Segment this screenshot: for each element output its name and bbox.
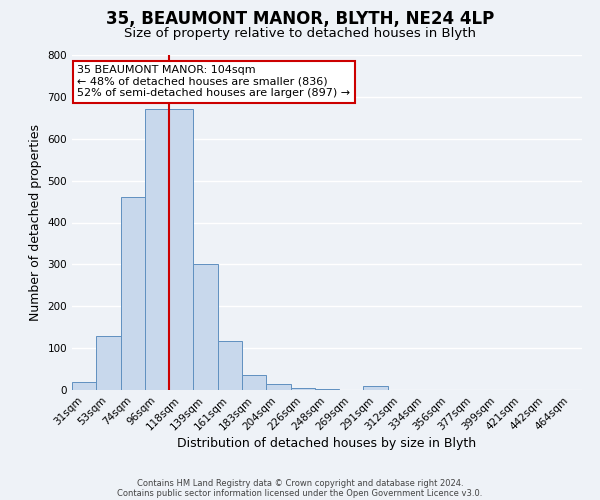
Bar <box>266 384 290 390</box>
Bar <box>193 264 218 390</box>
Bar <box>218 340 242 390</box>
Bar <box>121 198 145 390</box>
Bar <box>145 110 169 390</box>
Text: Contains HM Land Registry data © Crown copyright and database right 2024.: Contains HM Land Registry data © Crown c… <box>137 478 463 488</box>
Bar <box>290 388 315 390</box>
Bar <box>242 376 266 390</box>
Bar <box>315 389 339 390</box>
Bar <box>364 386 388 390</box>
Text: 35 BEAUMONT MANOR: 104sqm
← 48% of detached houses are smaller (836)
52% of semi: 35 BEAUMONT MANOR: 104sqm ← 48% of detac… <box>77 65 350 98</box>
Bar <box>72 382 96 390</box>
Bar <box>96 336 121 390</box>
Text: 35, BEAUMONT MANOR, BLYTH, NE24 4LP: 35, BEAUMONT MANOR, BLYTH, NE24 4LP <box>106 10 494 28</box>
Bar <box>169 110 193 390</box>
Y-axis label: Number of detached properties: Number of detached properties <box>29 124 42 321</box>
Text: Contains public sector information licensed under the Open Government Licence v3: Contains public sector information licen… <box>118 488 482 498</box>
X-axis label: Distribution of detached houses by size in Blyth: Distribution of detached houses by size … <box>178 438 476 450</box>
Text: Size of property relative to detached houses in Blyth: Size of property relative to detached ho… <box>124 28 476 40</box>
